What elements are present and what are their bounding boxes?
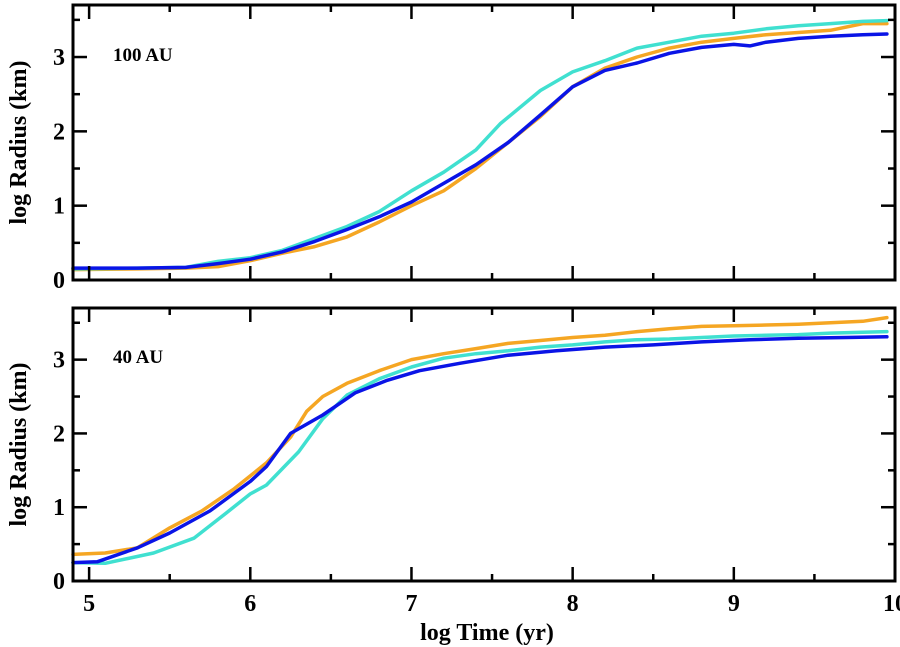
- y-tick-label: 3: [53, 45, 65, 71]
- x-tick-label: 9: [728, 591, 740, 617]
- y-tick-label: 3: [53, 348, 65, 374]
- y-tick-label: 2: [53, 119, 65, 145]
- x-tick-label: 8: [567, 591, 579, 617]
- y-axis-label-top: log Radius (km): [6, 60, 32, 224]
- y-tick-label: 2: [53, 421, 65, 447]
- plot-frame-bottom: [71, 306, 897, 583]
- x-axis-label: log Time (yr): [420, 620, 554, 646]
- panel-40au: 40 AU log Radius (km) log Time (yr) 0 1 2 3…: [6, 306, 900, 646]
- series-line-blue: [71, 335, 889, 565]
- series-line-blue: [71, 32, 889, 270]
- panel-100au: 100 AU log Radius (km) 0 1 2 3: [6, 3, 897, 294]
- series-line-orange: [71, 315, 889, 557]
- x-tick-label: 5: [83, 591, 95, 617]
- x-tick-label: 6: [244, 591, 256, 617]
- series-line-turquoise: [71, 18, 889, 271]
- y-axis-label-bottom: log Radius (km): [6, 362, 32, 526]
- y-tick-label: 0: [53, 569, 65, 595]
- plot-frame-top: [71, 3, 897, 282]
- y-tick-label: 1: [53, 194, 65, 220]
- x-tick-label: 10: [883, 591, 900, 617]
- series-line-turquoise: [71, 329, 889, 566]
- panel-label-100au: 100 AU: [113, 45, 173, 66]
- x-tick-label: 7: [405, 591, 417, 617]
- y-tick-label: 0: [53, 268, 65, 294]
- panel-label-40au: 40 AU: [113, 347, 163, 368]
- y-tick-label: 1: [53, 495, 65, 521]
